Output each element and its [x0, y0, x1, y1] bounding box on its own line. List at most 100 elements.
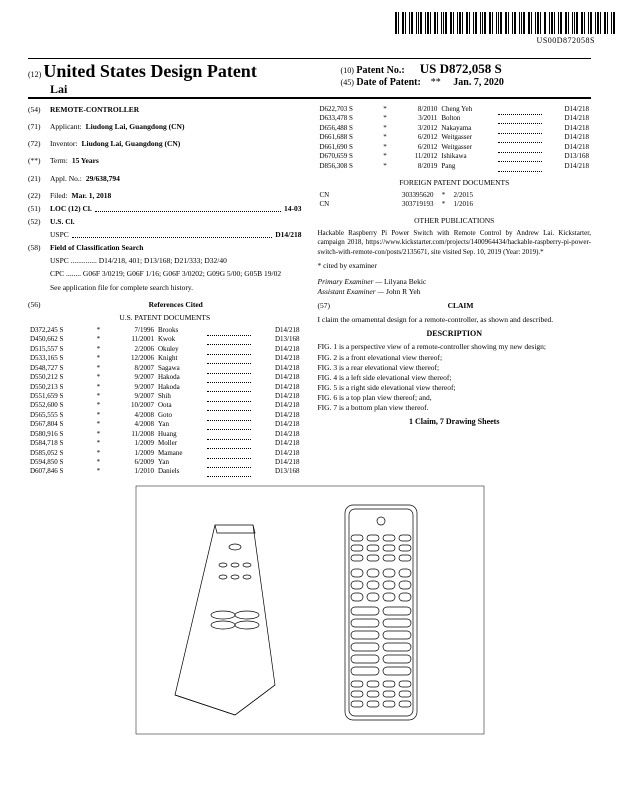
uspc-label: USPC	[50, 230, 69, 240]
code-21: (21)	[28, 174, 50, 184]
doc-title: United States Design Patent	[43, 61, 257, 81]
invention-title: REMOTE-CONTROLLER	[50, 105, 139, 115]
cite-row: D533,165 S*12/2006KnightD14/218	[28, 354, 302, 363]
code-58: (58)	[28, 243, 50, 253]
code-57: (57)	[318, 301, 331, 311]
date-star: **	[431, 77, 441, 88]
cite-row: D565,555 S*4/2008GotoD14/218	[28, 411, 302, 420]
cite-row: D856,308 S*8/2019PangD14/218	[318, 162, 592, 171]
cite-row: D550,213 S*9/2007HakodaD14/218	[28, 383, 302, 392]
code-22: (22)	[28, 191, 50, 201]
fos-note: See application file for complete search…	[50, 283, 193, 293]
cite-row: D622,703 S*8/2010Cheng YehD14/218	[318, 105, 592, 114]
code-51: (51)	[28, 204, 50, 214]
primary-examiner: Lilyana Bekic	[384, 277, 426, 286]
right-column: D622,703 S*8/2010Cheng YehD14/218D633,47…	[318, 105, 592, 477]
cite-row: D372,245 S*7/1996BrooksD14/218	[28, 326, 302, 335]
desc-line: FIG. 1 is a perspective view of a remote…	[318, 342, 592, 352]
patent-page: US00D872058S (12) United States Design P…	[0, 0, 619, 800]
cite-row: D633,478 S*3/2011BoltonD14/218	[318, 114, 592, 123]
pe-label: Primary Examiner —	[318, 277, 383, 286]
patent-number: US D872,058 S	[420, 61, 502, 76]
code-72: (72)	[28, 139, 50, 149]
barcode-number: US00D872058S	[537, 36, 595, 45]
inventor-label: Inventor:	[50, 139, 78, 149]
uscl-label: U.S. Cl.	[50, 217, 75, 227]
cite-row: D670,659 S*11/2012IshikawaD13/168	[318, 152, 592, 161]
foreign-table: CN303395620*2/2015CN303719193*1/2016	[318, 191, 592, 210]
fos-cpc: CPC ........ G06F 3/0219; G06F 1/16; G06…	[50, 269, 281, 279]
ae-label: Assistant Examiner —	[318, 287, 385, 296]
patno-label: Patent No.:	[356, 65, 404, 76]
cite-row: D515,557 S*2/2006OkuleyD14/218	[28, 345, 302, 354]
rule-top	[28, 58, 591, 59]
claim-text: I claim the ornamental design for a remo…	[318, 315, 592, 325]
code-45: (45)	[341, 78, 354, 87]
uspat-table-2: D622,703 S*8/2010Cheng YehD14/218D633,47…	[318, 105, 592, 172]
code-54: (54)	[28, 105, 50, 115]
applno-label: Appl. No.:	[50, 174, 82, 184]
date-label: Date of Patent:	[356, 77, 420, 88]
refs-cited: References Cited	[149, 300, 203, 309]
cite-row: D585,052 S*1/2009MamaneD14/218	[28, 449, 302, 458]
term-value: 15 Years	[72, 156, 99, 165]
desc-line: FIG. 2 is a front elevational view there…	[318, 353, 592, 363]
cite-row: D661,688 S*6/2012WeitgasserD14/218	[318, 133, 592, 142]
other-pub: Hackable Raspberry Pi Power Switch with …	[318, 229, 592, 257]
uspc-value: D14/218	[275, 230, 301, 240]
code-52: (52)	[28, 217, 50, 227]
code-71: (71)	[28, 122, 50, 132]
cite-row: D607,846 S*1/2010DanielsD13/168	[28, 467, 302, 476]
cite-row: D584,718 S*1/2009MollerD14/218	[28, 439, 302, 448]
code-56: (56)	[28, 300, 50, 310]
code-10: (10)	[341, 66, 354, 75]
cite-row: D550,212 S*9/2007HakodaD14/218	[28, 373, 302, 382]
description: FIG. 1 is a perspective view of a remote…	[318, 342, 592, 413]
fos-label: Field of Classification Search	[50, 243, 143, 253]
fos-uspc: USPC .............. D14/218, 401; D13/16…	[50, 256, 227, 266]
cite-row: D450,662 S*11/2001KwokD13/168	[28, 335, 302, 344]
applicant-label: Applicant:	[50, 122, 82, 132]
foreign-row: CN303395620*2/2015	[318, 191, 592, 200]
filed-date: Mar. 1, 2018	[72, 191, 112, 200]
uspat-table: D372,245 S*7/1996BrooksD14/218D450,662 S…	[28, 326, 302, 478]
cite-row: D548,727 S*8/2007SagawaD14/218	[28, 364, 302, 373]
loc-value: 14-03	[284, 204, 302, 214]
desc-line: FIG. 4 is a left side elevational view t…	[318, 373, 592, 383]
cite-row: D656,488 S*3/2012NakayamaD14/218	[318, 124, 592, 133]
desc-head: DESCRIPTION	[318, 329, 592, 340]
desc-line: FIG. 6 is a top plan view thereof; and,	[318, 393, 592, 403]
cite-row: D580,916 S*11/2008HuangD14/218	[28, 430, 302, 439]
topbar: US00D872058S	[28, 12, 591, 58]
cite-row: D661,690 S*6/2012WeitgasserD14/218	[318, 143, 592, 152]
cite-row: D552,600 S*10/2007OotaD14/218	[28, 401, 302, 410]
code-term: (**)	[28, 156, 50, 166]
desc-line: FIG. 7 is a bottom plan view thereof.	[318, 403, 592, 413]
figure-block	[28, 485, 591, 737]
desc-line: FIG. 3 is a rear elevational view thereo…	[318, 363, 592, 373]
foreign-head: FOREIGN PATENT DOCUMENTS	[318, 178, 592, 188]
left-column: (54) REMOTE-CONTROLLER (71) Applicant: L…	[28, 105, 302, 477]
inventor-name: Lai	[28, 82, 329, 97]
cite-row: D551,659 S*9/2007ShihD14/218	[28, 392, 302, 401]
claim-head: CLAIM	[448, 301, 474, 310]
applno: 29/638,794	[86, 174, 120, 183]
remote-drawing	[135, 485, 485, 735]
foreign-row: CN303719193*1/2016	[318, 200, 592, 209]
rule-thick	[28, 97, 591, 99]
patent-date: Jan. 7, 2020	[453, 77, 504, 88]
other-head: OTHER PUBLICATIONS	[318, 216, 592, 226]
barcode	[395, 8, 595, 34]
filed-label: Filed:	[50, 191, 68, 201]
cited-by-examiner: * cited by examiner	[318, 261, 592, 271]
inventor: Liudong Lai, Guangdong (CN)	[78, 139, 181, 149]
cite-row: D594,850 S*6/2009YanD14/218	[28, 458, 302, 467]
sheets-line: 1 Claim, 7 Drawing Sheets	[318, 417, 592, 428]
assistant-examiner: John R Yeh	[386, 287, 420, 296]
code-12: (12)	[28, 70, 41, 79]
header: (12) United States Design Patent Lai (10…	[28, 61, 591, 97]
term-label: Term:	[50, 156, 68, 166]
applicant: Liudong Lai, Guangdong (CN)	[82, 122, 185, 132]
cite-row: D567,804 S*4/2008YanD14/218	[28, 420, 302, 429]
uspat-head: U.S. PATENT DOCUMENTS	[28, 313, 302, 323]
